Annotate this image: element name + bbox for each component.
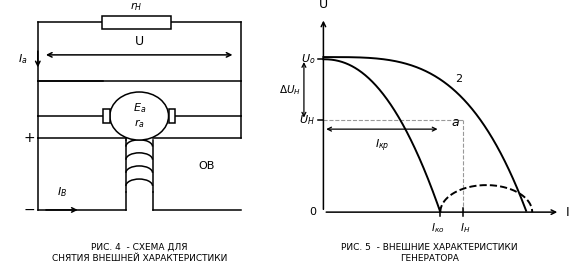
Text: $I_{ко}$: $I_{ко}$ (431, 221, 444, 235)
Text: $\Delta U_H$: $\Delta U_H$ (279, 83, 301, 97)
Circle shape (110, 92, 169, 140)
Text: $I_B$: $I_B$ (57, 185, 67, 199)
Text: $U_H$: $U_H$ (299, 113, 315, 127)
Text: $I_H$: $I_H$ (460, 221, 470, 235)
Text: $r_H$: $r_H$ (130, 1, 143, 13)
Text: ГЕНЕРАТОРА: ГЕНЕРАТОРА (400, 254, 459, 263)
Text: $I_a$: $I_a$ (17, 52, 27, 66)
Text: I: I (566, 206, 569, 219)
Text: $U_o$: $U_o$ (300, 52, 315, 66)
Bar (169, 109, 175, 123)
Bar (103, 109, 110, 123)
Bar (102, 16, 171, 29)
Text: РИС. 4  - СХЕМА ДЛЯ: РИС. 4 - СХЕМА ДЛЯ (91, 243, 187, 252)
Text: U: U (319, 0, 328, 11)
Text: ОВ: ОВ (198, 161, 214, 171)
Text: $E_a$: $E_a$ (133, 101, 146, 115)
Text: 2: 2 (455, 74, 462, 84)
Text: $r_a$: $r_a$ (134, 117, 144, 130)
Text: СНЯТИЯ ВНЕШНЕЙ ХАРАКТЕРИСТИКИ: СНЯТИЯ ВНЕШНЕЙ ХАРАКТЕРИСТИКИ (52, 254, 227, 263)
Text: +: + (24, 131, 35, 145)
Text: 0: 0 (309, 207, 316, 217)
Text: $I_{кр}$: $I_{кр}$ (375, 138, 389, 154)
Text: a: a (451, 116, 459, 129)
Text: U: U (135, 35, 144, 48)
Text: −: − (24, 203, 35, 217)
Text: РИС. 5  - ВНЕШНИЕ ХАРАКТЕРИСТИКИ: РИС. 5 - ВНЕШНИЕ ХАРАКТЕРИСТИКИ (341, 243, 517, 252)
